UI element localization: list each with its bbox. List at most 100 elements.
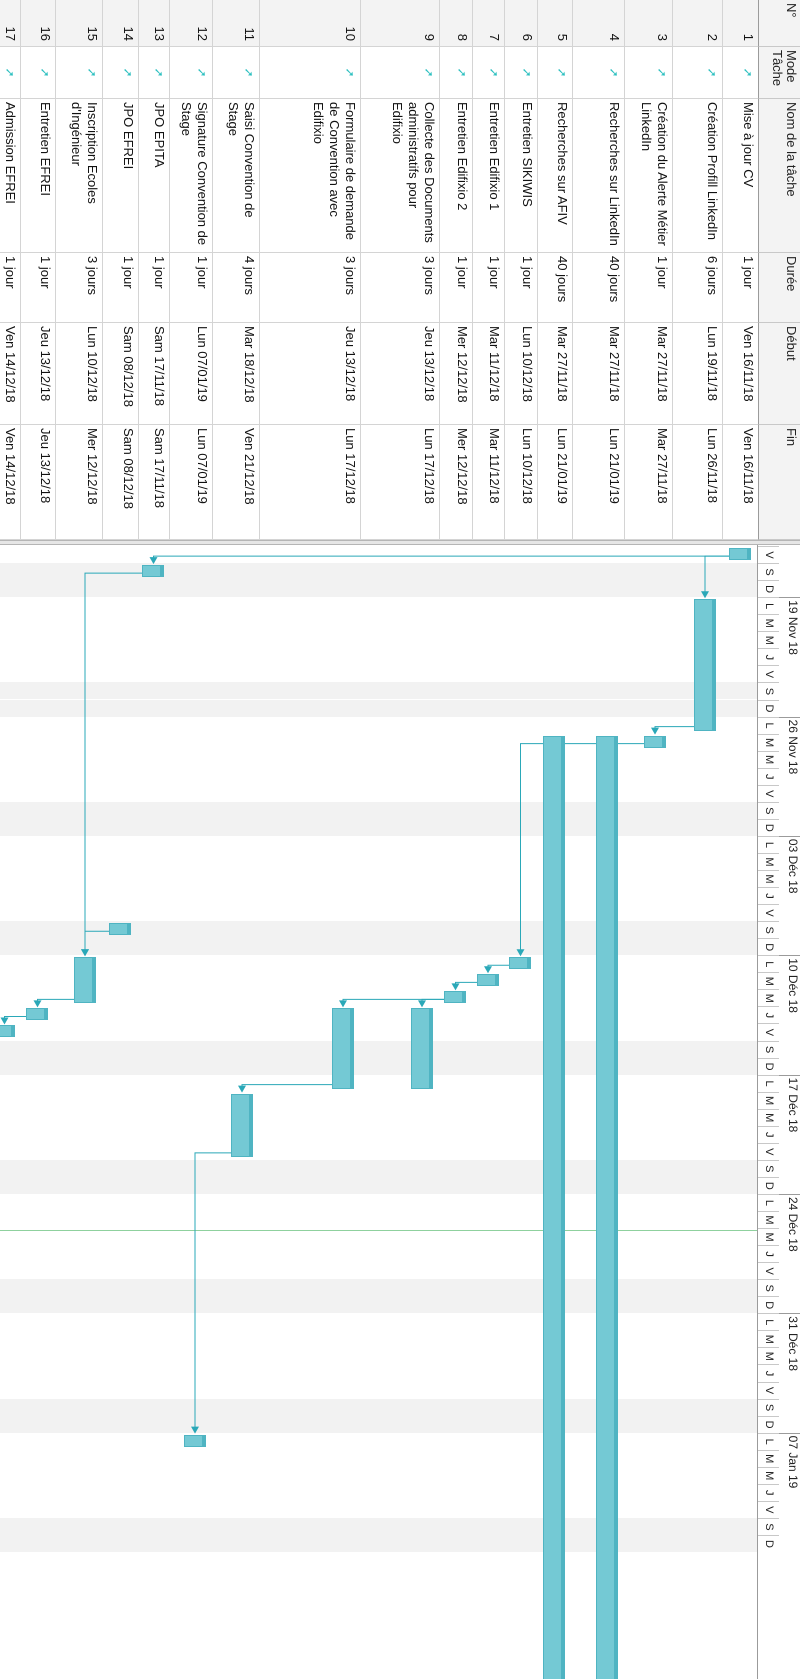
column-header-end[interactable]: Fin xyxy=(758,425,800,540)
task-bar[interactable] xyxy=(332,1008,354,1089)
task-bar[interactable] xyxy=(444,991,467,1004)
task-name[interactable]: Signature Convention de Stage xyxy=(169,99,212,253)
dependency-link[interactable] xyxy=(37,998,75,1003)
task-start[interactable]: Mer 12/12/18 xyxy=(439,323,472,425)
task-row[interactable]: 14 ➚ JPO EFREI 1 jour Sam 08/12/18 Sam 08/12/… xyxy=(102,0,138,540)
task-duration[interactable]: 1 jour xyxy=(722,253,758,323)
task-end[interactable]: Mer 12/12/18 xyxy=(55,425,102,540)
task-end[interactable]: Lun 26/11/18 xyxy=(672,425,722,540)
task-name[interactable]: Recherches sur LinkedIn xyxy=(572,99,624,253)
task-duration[interactable]: 1 jour xyxy=(138,253,169,323)
task-name[interactable]: Entretien Edifixio 1 xyxy=(472,99,504,253)
task-end[interactable]: Mar 27/11/18 xyxy=(624,425,672,540)
dependency-link[interactable] xyxy=(704,555,729,594)
task-duration[interactable]: 4 jours xyxy=(212,253,259,323)
task-name[interactable]: Saisi Convention de Stage xyxy=(212,99,259,253)
task-name[interactable]: Entretien SIKIWIS xyxy=(504,99,537,253)
task-duration[interactable]: 1 jour xyxy=(624,253,672,323)
task-start[interactable]: Mar 11/12/18 xyxy=(472,323,504,425)
task-duration[interactable]: 1 jour xyxy=(169,253,212,323)
task-name[interactable]: JPO EFREI xyxy=(102,99,138,253)
task-bar[interactable] xyxy=(74,957,96,1004)
task-duration[interactable]: 40 jours xyxy=(537,253,572,323)
dependency-link[interactable] xyxy=(241,1084,332,1088)
dependency-link[interactable] xyxy=(84,930,109,952)
task-bar[interactable] xyxy=(509,957,532,970)
task-name[interactable]: Inscription Ecoles d'Ingénieur xyxy=(55,99,102,253)
task-name[interactable]: Création du Alerte Métier LinkedIn xyxy=(624,99,672,253)
task-duration[interactable]: 6 jours xyxy=(672,253,722,323)
task-start[interactable]: Lun 07/01/19 xyxy=(169,323,212,425)
dependency-link[interactable] xyxy=(84,572,143,952)
task-row[interactable]: 9 ➚ Collecte des Documents administratifs … xyxy=(360,0,439,540)
task-name[interactable]: Entretien Edifixio 2 xyxy=(439,99,472,253)
task-start[interactable]: Mar 18/12/18 xyxy=(212,323,259,425)
task-row[interactable]: 12 ➚ Signature Convention de Stage 1 jour Lu… xyxy=(169,0,212,540)
task-duration[interactable]: 1 jour xyxy=(102,253,138,323)
task-row[interactable]: 2 ➚ Création Profill LinkedIn 6 jours Lun 19… xyxy=(672,0,722,540)
task-end[interactable]: Mer 12/12/18 xyxy=(439,425,472,540)
dependency-link[interactable] xyxy=(520,743,645,952)
task-end[interactable]: Ven 16/11/18 xyxy=(722,425,758,540)
task-bar[interactable] xyxy=(26,1008,49,1021)
task-start[interactable]: Sam 08/12/18 xyxy=(102,323,138,425)
dependency-link[interactable] xyxy=(153,555,730,560)
task-start[interactable]: Jeu 13/12/18 xyxy=(360,323,439,425)
task-duration[interactable]: 1 jour xyxy=(504,253,537,323)
task-start[interactable]: Mar 27/11/18 xyxy=(572,323,624,425)
task-end[interactable]: Lun 21/01/19 xyxy=(537,425,572,540)
task-bar[interactable] xyxy=(644,735,666,748)
task-bar[interactable] xyxy=(0,1025,16,1038)
task-row[interactable]: 6 ➚ Entretien SIKIWIS 1 jour Lun 10/12/18 Lun… xyxy=(504,0,537,540)
task-name[interactable]: Admission EFREI xyxy=(0,99,20,253)
task-duration[interactable]: 1 jour xyxy=(439,253,472,323)
task-end[interactable]: Ven 14/12/18 xyxy=(0,425,20,540)
task-start[interactable]: Jeu 13/12/18 xyxy=(259,323,360,425)
task-bar[interactable] xyxy=(109,923,131,936)
task-bar[interactable] xyxy=(231,1093,253,1157)
task-name[interactable]: Mise à jour CV xyxy=(722,99,758,253)
task-start[interactable]: Mar 27/11/18 xyxy=(537,323,572,425)
task-duration[interactable]: 1 jour xyxy=(20,253,55,323)
task-start[interactable]: Sam 17/11/18 xyxy=(138,323,169,425)
task-bar[interactable] xyxy=(477,974,499,987)
task-name[interactable]: Entretien EFREI xyxy=(20,99,55,253)
task-duration[interactable]: 3 jours xyxy=(360,253,439,323)
task-end[interactable]: Lun 17/12/18 xyxy=(360,425,439,540)
task-end[interactable]: Sam 17/11/18 xyxy=(138,425,169,540)
task-start[interactable]: Mar 27/11/18 xyxy=(624,323,672,425)
task-start[interactable]: Jeu 13/12/18 xyxy=(20,323,55,425)
task-duration[interactable]: 40 jours xyxy=(572,253,624,323)
task-bar[interactable] xyxy=(411,1008,433,1089)
task-name[interactable]: Création Profill LinkedIn xyxy=(672,99,722,253)
task-end[interactable]: Jeu 13/12/18 xyxy=(20,425,55,540)
task-duration[interactable]: 3 jours xyxy=(259,253,360,323)
task-bar[interactable] xyxy=(184,1434,206,1447)
task-end[interactable]: Lun 07/01/19 xyxy=(169,425,212,540)
column-header-id[interactable]: N° xyxy=(758,0,800,47)
dependency-link[interactable] xyxy=(194,1152,231,1429)
dependency-link[interactable] xyxy=(342,998,445,1003)
task-name[interactable]: Formulaire de demande de Convention avec… xyxy=(259,99,360,253)
task-start[interactable]: Lun 10/12/18 xyxy=(504,323,537,425)
task-row[interactable]: 1 ➚ Mise à jour CV 1 jour Ven 16/11/18 Ven 16… xyxy=(722,0,758,540)
task-end[interactable]: Lun 21/01/19 xyxy=(572,425,624,540)
task-duration[interactable]: 1 jour xyxy=(472,253,504,323)
task-end[interactable]: Lun 10/12/18 xyxy=(504,425,537,540)
task-start[interactable]: Lun 19/11/18 xyxy=(672,323,722,425)
task-start[interactable]: Lun 10/12/18 xyxy=(55,323,102,425)
task-end[interactable]: Sam 08/12/18 xyxy=(102,425,138,540)
task-end[interactable]: Mar 11/12/18 xyxy=(472,425,504,540)
task-row[interactable]: 10 ➚ Formulaire de demande de Convention a… xyxy=(259,0,360,540)
task-row[interactable]: 11 ➚ Saisi Convention de Stage 4 jours Mar 1… xyxy=(212,0,259,540)
task-duration[interactable]: 1 jour xyxy=(0,253,20,323)
task-row[interactable]: 4 ➚ Recherches sur LinkedIn 40 jours Mar 27/… xyxy=(572,0,624,540)
dependency-link[interactable] xyxy=(654,726,694,730)
task-row[interactable]: 15 ➚ Inscription Ecoles d'Ingénieur 3 jours… xyxy=(55,0,102,540)
task-bar[interactable] xyxy=(694,599,716,731)
task-name[interactable]: Recherches sur AFIV xyxy=(537,99,572,253)
task-name[interactable]: JPO EPITA xyxy=(138,99,169,253)
task-bar[interactable] xyxy=(729,548,751,561)
